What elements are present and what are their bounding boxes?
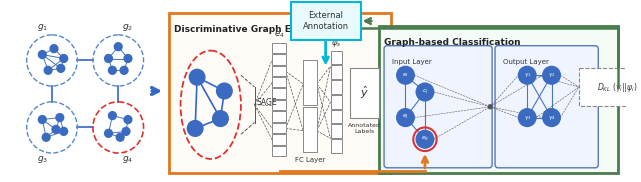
Text: Discriminative Graph Embedding: Discriminative Graph Embedding	[174, 25, 341, 34]
Text: $e_i$: $e_i$	[402, 71, 409, 79]
Bar	[272, 123, 286, 133]
Circle shape	[60, 127, 67, 135]
Bar	[272, 146, 286, 156]
Bar	[272, 66, 286, 76]
Text: External
Annotation: External Annotation	[303, 11, 349, 31]
Circle shape	[213, 111, 228, 126]
Bar	[331, 80, 342, 94]
Bar	[331, 110, 342, 124]
Circle shape	[124, 55, 132, 62]
Circle shape	[38, 116, 46, 124]
Text: $e_4$: $e_4$	[274, 30, 284, 40]
Circle shape	[56, 114, 63, 122]
Bar	[303, 107, 317, 152]
Circle shape	[189, 69, 205, 85]
Circle shape	[52, 125, 60, 133]
FancyBboxPatch shape	[379, 26, 618, 173]
Text: SAGE: SAGE	[256, 98, 277, 107]
Text: Annotated
Labels: Annotated Labels	[348, 124, 381, 134]
Text: $\gamma_2$: $\gamma_2$	[548, 71, 555, 79]
Circle shape	[416, 83, 434, 101]
Circle shape	[124, 116, 132, 124]
Circle shape	[120, 66, 128, 74]
Circle shape	[187, 120, 203, 136]
Circle shape	[519, 66, 536, 84]
Text: $g_2$: $g_2$	[122, 22, 133, 33]
Bar	[272, 100, 286, 110]
Bar	[272, 43, 286, 53]
Text: $D_{KL}\ (\gamma_i||\psi_i)$: $D_{KL}\ (\gamma_i||\psi_i)$	[597, 81, 638, 94]
FancyBboxPatch shape	[169, 13, 391, 173]
Text: $e_g$: $e_g$	[420, 135, 429, 144]
Circle shape	[217, 83, 232, 99]
Text: $c_j$: $c_j$	[422, 87, 428, 97]
Bar	[331, 65, 342, 79]
Text: FC Layer: FC Layer	[295, 157, 325, 163]
Circle shape	[104, 129, 112, 137]
FancyBboxPatch shape	[290, 2, 361, 40]
Text: Input Layer: Input Layer	[392, 58, 431, 64]
Bar	[350, 68, 379, 118]
Circle shape	[397, 66, 414, 84]
Circle shape	[543, 66, 560, 84]
Circle shape	[104, 55, 112, 62]
Circle shape	[50, 45, 58, 53]
Circle shape	[42, 133, 50, 141]
Text: $\psi_s$: $\psi_s$	[331, 38, 342, 49]
Circle shape	[397, 109, 414, 126]
Text: $e_j$: $e_j$	[402, 113, 409, 122]
Bar	[272, 88, 286, 99]
Text: $g_3$: $g_3$	[37, 154, 48, 165]
Text: $\gamma_4$: $\gamma_4$	[548, 114, 555, 122]
Text: $\hat{y}$: $\hat{y}$	[360, 85, 369, 101]
Circle shape	[416, 130, 434, 148]
Bar	[331, 124, 342, 138]
Circle shape	[60, 55, 67, 62]
Bar	[331, 95, 342, 109]
Bar	[272, 77, 286, 88]
Circle shape	[108, 112, 116, 120]
Text: Graph-based Classification: Graph-based Classification	[384, 38, 520, 47]
Text: $g_1$: $g_1$	[37, 22, 48, 33]
Circle shape	[114, 43, 122, 51]
Circle shape	[108, 66, 116, 74]
Bar	[331, 51, 342, 64]
Text: $\gamma_3$: $\gamma_3$	[524, 114, 531, 122]
Bar	[331, 139, 342, 153]
Text: Output Layer: Output Layer	[503, 58, 549, 64]
Circle shape	[488, 105, 492, 109]
Circle shape	[519, 109, 536, 126]
Bar	[272, 134, 286, 145]
Circle shape	[44, 66, 52, 74]
FancyBboxPatch shape	[495, 46, 598, 168]
Circle shape	[116, 133, 124, 141]
Text: $\gamma_1$: $\gamma_1$	[524, 71, 531, 79]
Bar	[272, 111, 286, 122]
Circle shape	[543, 109, 560, 126]
Text: $g_4$: $g_4$	[122, 154, 134, 165]
Circle shape	[57, 64, 65, 72]
Circle shape	[122, 127, 130, 135]
Circle shape	[38, 51, 46, 58]
Bar	[303, 60, 317, 105]
FancyBboxPatch shape	[579, 68, 641, 106]
FancyBboxPatch shape	[384, 46, 492, 168]
Bar	[272, 54, 286, 65]
